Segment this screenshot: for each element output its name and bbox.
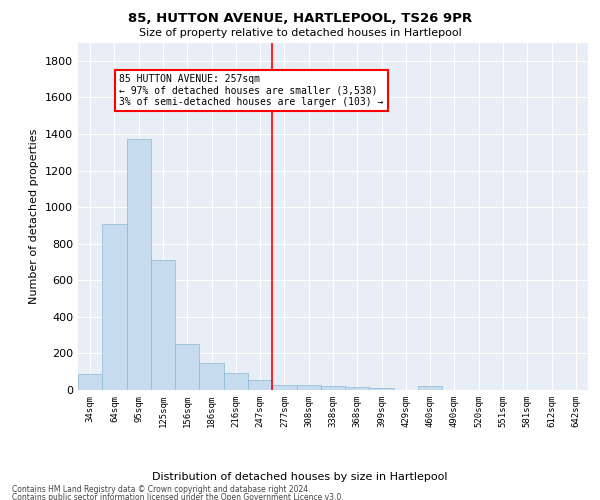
Text: 85 HUTTON AVENUE: 257sqm
← 97% of detached houses are smaller (3,538)
3% of semi: 85 HUTTON AVENUE: 257sqm ← 97% of detach… [119, 74, 383, 107]
Text: Contains HM Land Registry data © Crown copyright and database right 2024.: Contains HM Land Registry data © Crown c… [12, 485, 311, 494]
Bar [151, 260, 175, 390]
Bar [272, 384, 296, 390]
Bar [296, 386, 321, 390]
Bar [199, 364, 224, 390]
Bar [175, 344, 199, 390]
Bar [418, 386, 442, 390]
Text: 85, HUTTON AVENUE, HARTLEPOOL, TS26 9PR: 85, HUTTON AVENUE, HARTLEPOOL, TS26 9PR [128, 12, 472, 26]
Bar [345, 388, 370, 390]
Text: Contains public sector information licensed under the Open Government Licence v3: Contains public sector information licen… [12, 492, 344, 500]
Bar [78, 374, 102, 390]
Y-axis label: Number of detached properties: Number of detached properties [29, 128, 40, 304]
Text: Distribution of detached houses by size in Hartlepool: Distribution of detached houses by size … [152, 472, 448, 482]
Text: Size of property relative to detached houses in Hartlepool: Size of property relative to detached ho… [139, 28, 461, 38]
Bar [127, 140, 151, 390]
Bar [224, 372, 248, 390]
Bar [370, 388, 394, 390]
Bar [102, 224, 127, 390]
Bar [321, 386, 345, 390]
Bar [248, 380, 272, 390]
